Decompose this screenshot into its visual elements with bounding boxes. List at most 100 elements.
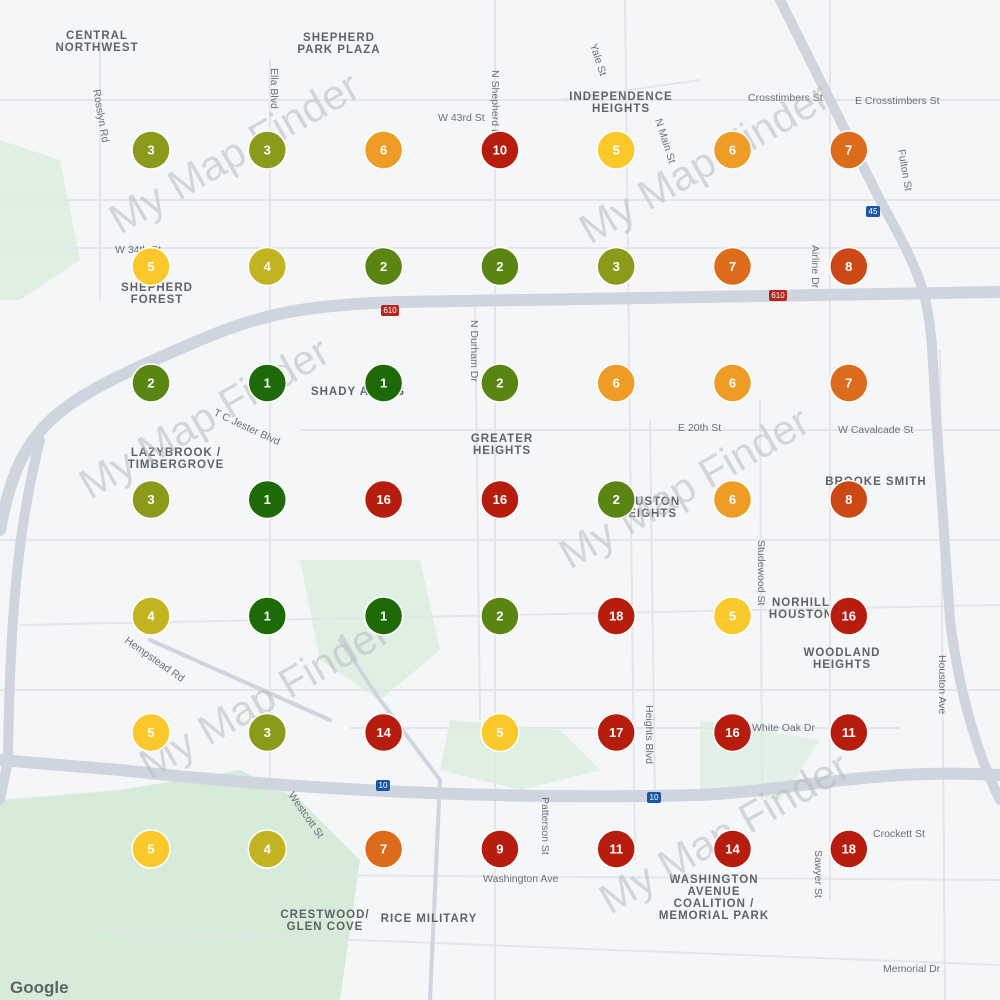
- marker[interactable]: [131, 712, 171, 753]
- marker-label: 4: [147, 609, 155, 624]
- marker[interactable]: [829, 363, 869, 403]
- place-label: MEMORIAL PARK: [659, 910, 769, 922]
- street-label: Memorial Dr: [883, 963, 941, 975]
- marker-label: 18: [842, 842, 856, 857]
- street-label: Ella Blvd: [268, 68, 280, 109]
- marker-label: 11: [609, 842, 623, 857]
- marker[interactable]: [712, 829, 753, 869]
- marker[interactable]: [712, 479, 753, 520]
- marker-label: 2: [147, 376, 154, 391]
- marker[interactable]: [480, 479, 520, 520]
- marker[interactable]: [596, 596, 636, 636]
- marker[interactable]: [596, 479, 636, 520]
- marker-label: 14: [725, 842, 740, 857]
- shield: [647, 792, 661, 803]
- shield: [769, 290, 787, 301]
- shield-label: 10: [379, 781, 388, 790]
- marker-label: 5: [147, 725, 154, 740]
- marker[interactable]: [363, 829, 404, 869]
- marker[interactable]: [480, 363, 520, 403]
- marker-label: 5: [147, 842, 154, 857]
- shield: [376, 780, 390, 791]
- marker-label: 2: [380, 259, 387, 274]
- marker-label: 16: [725, 725, 739, 740]
- marker[interactable]: [596, 246, 636, 287]
- place-label: CENTRAL: [66, 30, 128, 42]
- marker[interactable]: [480, 712, 520, 753]
- marker[interactable]: [247, 596, 288, 636]
- marker[interactable]: [363, 479, 404, 520]
- marker[interactable]: [131, 829, 171, 869]
- marker-label: 9: [496, 842, 503, 857]
- marker[interactable]: [712, 363, 753, 403]
- marker-label: 6: [729, 143, 736, 158]
- marker[interactable]: [829, 829, 869, 869]
- marker[interactable]: [247, 479, 288, 520]
- place-label: INDEPENDENCE: [569, 91, 672, 103]
- street-label: N Durham Dr: [468, 320, 480, 382]
- marker[interactable]: [829, 712, 869, 753]
- marker-label: 17: [609, 725, 623, 740]
- marker[interactable]: [131, 479, 171, 520]
- place-label: HEIGHTS: [592, 103, 650, 115]
- marker[interactable]: [247, 829, 288, 869]
- marker[interactable]: [712, 130, 753, 170]
- marker-label: 7: [845, 143, 852, 158]
- marker[interactable]: [596, 712, 636, 753]
- marker[interactable]: [247, 130, 288, 170]
- marker[interactable]: [247, 363, 288, 403]
- marker-label: 2: [496, 609, 503, 624]
- marker[interactable]: [247, 246, 288, 287]
- marker[interactable]: [480, 130, 520, 170]
- marker[interactable]: [712, 596, 753, 636]
- attribution: Google: [10, 978, 69, 997]
- marker[interactable]: [480, 246, 520, 287]
- marker[interactable]: [829, 130, 869, 170]
- marker[interactable]: [131, 596, 171, 636]
- marker[interactable]: [363, 363, 404, 403]
- marker[interactable]: [131, 130, 171, 170]
- street-label: Houston Ave: [936, 655, 948, 715]
- marker[interactable]: [131, 246, 171, 287]
- shield-label: 10: [650, 793, 659, 802]
- marker[interactable]: [247, 712, 288, 753]
- place-label: SHEPHERD: [303, 32, 375, 44]
- place-label: TIMBERGROVE: [128, 459, 225, 471]
- marker-label: 16: [493, 492, 507, 507]
- marker[interactable]: [131, 363, 171, 403]
- marker[interactable]: [363, 596, 404, 636]
- marker[interactable]: [712, 712, 753, 753]
- marker[interactable]: [829, 479, 869, 520]
- marker[interactable]: [363, 130, 404, 170]
- marker-label: 2: [496, 259, 503, 274]
- shield-label: 45: [869, 207, 878, 216]
- street-label: N Shepherd Dr: [489, 70, 501, 141]
- marker-label: 6: [380, 143, 387, 158]
- marker[interactable]: [596, 363, 636, 403]
- marker[interactable]: [829, 246, 869, 287]
- street-label: Crockett St: [873, 828, 925, 840]
- marker[interactable]: [480, 829, 520, 869]
- marker-label: 16: [376, 492, 390, 507]
- place-label: GREATER: [471, 433, 533, 445]
- marker-label: 2: [613, 492, 620, 507]
- marker-label: 5: [147, 259, 154, 274]
- marker[interactable]: [596, 829, 636, 869]
- marker-label: 6: [613, 376, 620, 391]
- marker[interactable]: [363, 246, 404, 287]
- marker-label: 14: [376, 725, 391, 740]
- marker[interactable]: [480, 596, 520, 636]
- place-label: NORHILL: [772, 597, 830, 609]
- marker-label: 5: [496, 725, 503, 740]
- street-label: White Oak Dr: [752, 722, 816, 734]
- shield-label: 610: [383, 306, 397, 315]
- shield-label: 610: [771, 291, 785, 300]
- marker[interactable]: [829, 596, 869, 636]
- marker-label: 16: [842, 609, 856, 624]
- marker[interactable]: [712, 246, 753, 287]
- marker-label: 1: [264, 376, 271, 391]
- marker[interactable]: [363, 712, 404, 753]
- place-label: WOODLAND: [804, 647, 881, 659]
- marker-label: 10: [493, 143, 507, 158]
- marker[interactable]: [596, 130, 636, 170]
